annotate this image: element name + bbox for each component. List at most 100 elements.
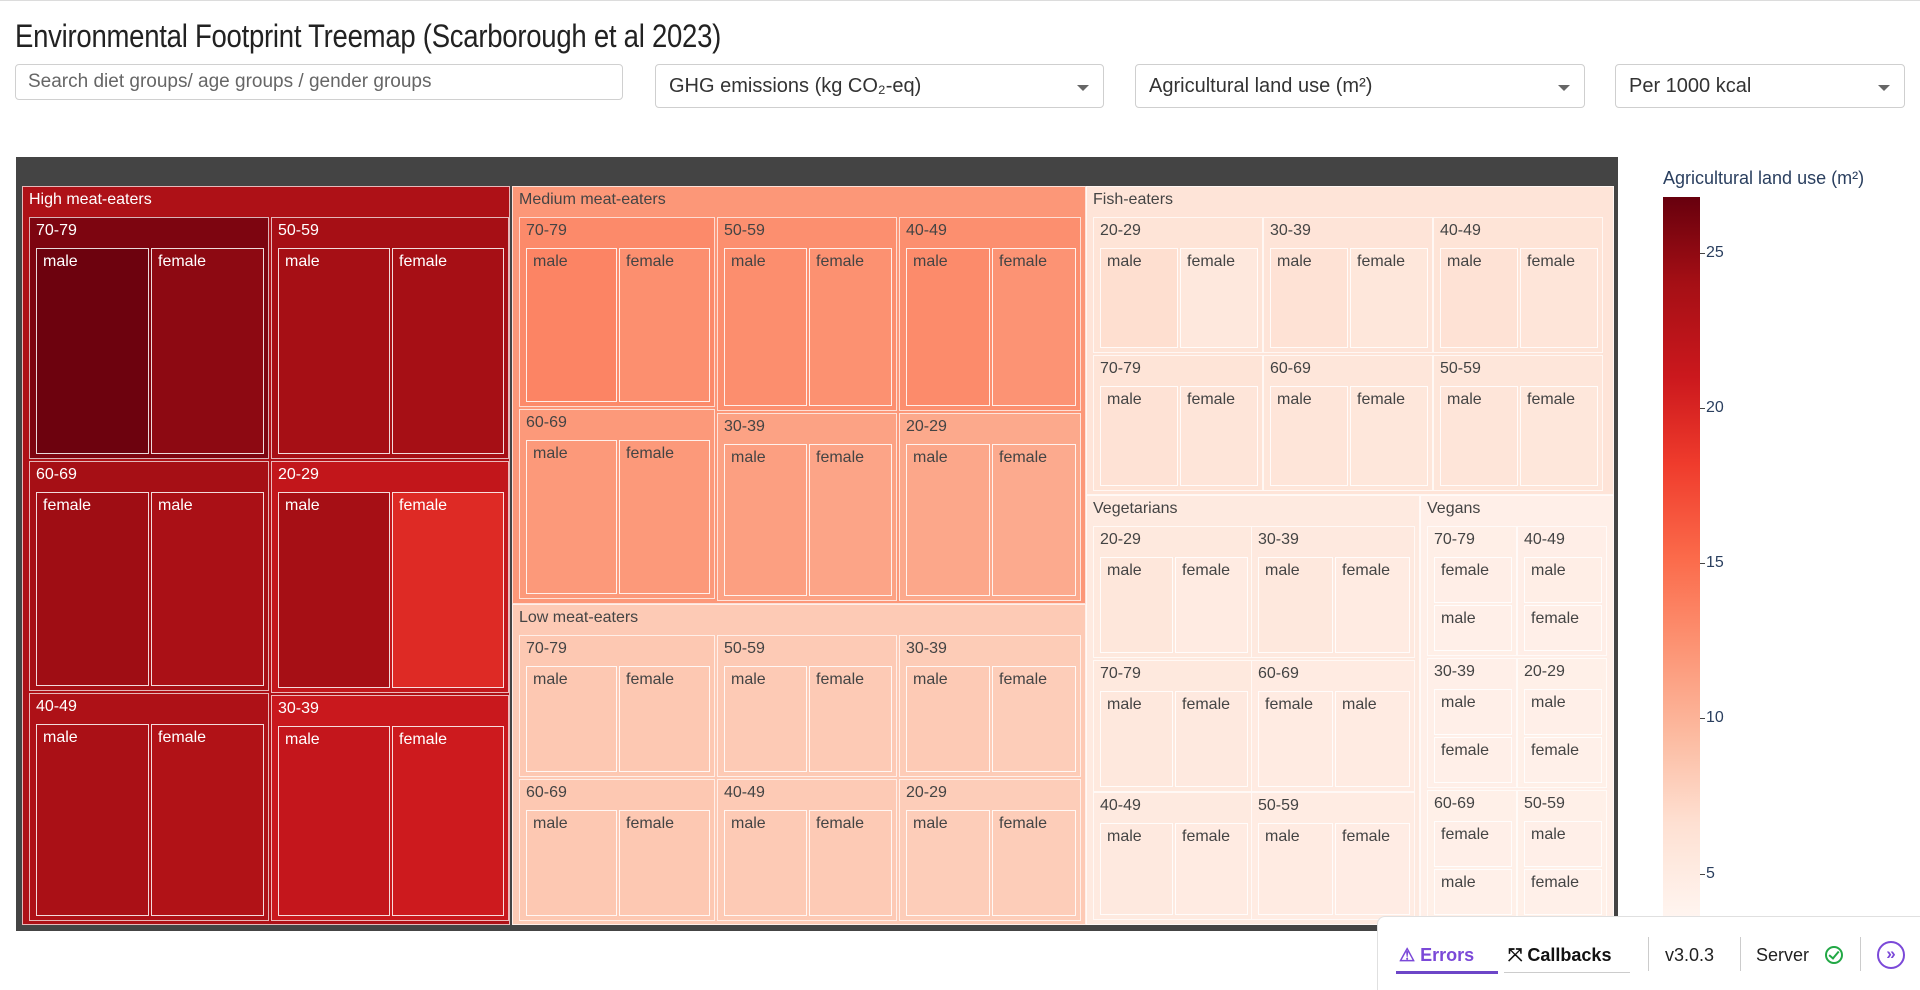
callbacks-tab[interactable]: ⤧ Callbacks: [1508, 945, 1612, 965]
treemap-leaf-male[interactable]: male: [1335, 691, 1410, 787]
treemap-leaf-male[interactable]: male: [1100, 691, 1173, 787]
treemap-leaf-male[interactable]: male: [1258, 557, 1333, 653]
treemap-age-node[interactable]: 20-29 male female: [899, 779, 1081, 921]
treemap-leaf-female[interactable]: female: [1524, 605, 1602, 651]
treemap-leaf-male[interactable]: male: [906, 666, 990, 772]
treemap-age-node[interactable]: 60-69 male female: [519, 409, 715, 599]
treemap-leaf-female[interactable]: female: [809, 248, 892, 406]
treemap-age-node[interactable]: 40-49 male female: [899, 217, 1081, 411]
treemap-age-node[interactable]: 70-79 male female: [1093, 355, 1263, 491]
treemap-group[interactable]: Vegans 70-79 female male 40-49 male female 30-3…: [1420, 495, 1614, 925]
treemap-age-node[interactable]: 30-39 male female: [717, 413, 897, 601]
treemap-leaf-female[interactable]: female: [1434, 821, 1512, 867]
treemap-leaf-male[interactable]: male: [36, 724, 149, 916]
treemap-leaf-male[interactable]: male: [1524, 821, 1602, 867]
server-status[interactable]: Server: [1756, 945, 1810, 965]
treemap-leaf-female[interactable]: female: [1350, 248, 1428, 348]
treemap-leaf-male[interactable]: male: [526, 248, 617, 402]
treemap-leaf-female[interactable]: female: [36, 492, 149, 686]
treemap-age-node[interactable]: 70-79 male female: [519, 635, 715, 777]
treemap-leaf-female[interactable]: female: [1258, 691, 1333, 787]
treemap-leaf-female[interactable]: female: [151, 248, 264, 454]
treemap-leaf-male[interactable]: male: [906, 444, 990, 596]
treemap-group[interactable]: Vegetarians 20-29 male female 30-39 male femal…: [1086, 495, 1420, 925]
treemap-leaf-male[interactable]: male: [526, 810, 617, 916]
treemap-leaf-female[interactable]: female: [1434, 557, 1512, 603]
treemap-group[interactable]: Low meat-eaters 70-79 male female 50-59 male f…: [512, 604, 1086, 925]
treemap-group[interactable]: Medium meat-eaters 70-79 male female 50-59 ma…: [512, 186, 1086, 604]
treemap-leaf-male[interactable]: male: [1440, 248, 1518, 348]
treemap-age-node[interactable]: 20-29 male female: [1517, 658, 1607, 788]
treemap-leaf-female[interactable]: female: [1520, 386, 1598, 486]
treemap-age-node[interactable]: 60-69 female male: [1251, 660, 1415, 792]
treemap-age-node[interactable]: 50-59 male female: [1517, 790, 1607, 920]
treemap-leaf-female[interactable]: female: [1524, 869, 1602, 915]
treemap-leaf-male[interactable]: male: [1100, 557, 1173, 653]
treemap-leaf-female[interactable]: female: [619, 810, 710, 916]
treemap-leaf-male[interactable]: male: [1258, 823, 1333, 915]
treemap-age-node[interactable]: 60-69 female male: [1427, 790, 1517, 920]
treemap-age-node[interactable]: 40-49 male female: [1517, 526, 1607, 656]
treemap-leaf-female[interactable]: female: [1175, 691, 1248, 787]
treemap-leaf-female[interactable]: female: [992, 666, 1076, 772]
treemap-age-node[interactable]: 20-29 male female: [899, 413, 1081, 601]
treemap-leaf-female[interactable]: female: [619, 666, 710, 772]
treemap-leaf-female[interactable]: female: [1175, 823, 1248, 915]
treemap-leaf-male[interactable]: male: [526, 666, 617, 772]
treemap-leaf-female[interactable]: female: [992, 248, 1076, 406]
treemap-leaf-female[interactable]: female: [992, 444, 1076, 596]
land-dropdown[interactable]: Agricultural land use (m²): [1135, 64, 1585, 108]
errors-tab[interactable]: ⚠ Errors: [1399, 945, 1475, 965]
treemap-age-node[interactable]: 30-39 male female: [1251, 526, 1415, 658]
treemap-leaf-female[interactable]: female: [392, 726, 504, 916]
treemap-leaf-male[interactable]: male: [1524, 689, 1602, 735]
treemap-leaf-female[interactable]: female: [1520, 248, 1598, 348]
emission-dropdown[interactable]: GHG emissions (kg CO₂-eq): [655, 64, 1104, 108]
treemap-age-node[interactable]: 50-59 male female: [717, 217, 897, 411]
treemap-leaf-female[interactable]: female: [1180, 386, 1258, 486]
treemap-age-node[interactable]: 30-39 male female: [899, 635, 1081, 777]
treemap-leaf-male[interactable]: male: [1100, 248, 1178, 348]
treemap-leaf-male[interactable]: male: [1270, 386, 1348, 486]
treemap-leaf-male[interactable]: male: [278, 726, 390, 916]
treemap-leaf-male[interactable]: male: [526, 440, 617, 594]
treemap-age-node[interactable]: 40-49 male female: [29, 693, 269, 921]
treemap-leaf-female[interactable]: female: [1434, 737, 1512, 783]
treemap-age-node[interactable]: 50-59 male female: [717, 635, 897, 777]
treemap-leaf-male[interactable]: male: [906, 248, 990, 406]
treemap-age-node[interactable]: 30-39 male female: [1263, 217, 1433, 353]
treemap-leaf-male[interactable]: male: [36, 248, 149, 454]
treemap-leaf-female[interactable]: female: [1175, 557, 1248, 653]
treemap-age-node[interactable]: 40-49 male female: [1093, 792, 1253, 920]
treemap-leaf-male[interactable]: male: [724, 444, 807, 596]
treemap-leaf-female[interactable]: female: [1335, 823, 1410, 915]
treemap-age-node[interactable]: 70-79 male female: [519, 217, 715, 407]
treemap-age-node[interactable]: 50-59 male female: [1251, 792, 1415, 920]
treemap-leaf-male[interactable]: male: [724, 248, 807, 406]
treemap-age-node[interactable]: 40-49 male female: [717, 779, 897, 921]
treemap-leaf-female[interactable]: female: [809, 444, 892, 596]
treemap-leaf-male[interactable]: male: [1434, 689, 1512, 735]
treemap-age-node[interactable]: 60-69 male female: [519, 779, 715, 921]
treemap-leaf-male[interactable]: male: [151, 492, 264, 686]
treemap-leaf-female[interactable]: female: [809, 666, 892, 772]
treemap-leaf-male[interactable]: male: [906, 810, 990, 916]
treemap-leaf-female[interactable]: female: [1524, 737, 1602, 783]
treemap-leaf-female[interactable]: female: [619, 248, 710, 402]
treemap-leaf-male[interactable]: male: [1100, 823, 1173, 915]
treemap-leaf-female[interactable]: female: [1180, 248, 1258, 348]
treemap-age-node[interactable]: 40-49 male female: [1433, 217, 1603, 353]
chevron-right-double-icon[interactable]: »: [1877, 941, 1905, 969]
treemap-age-node[interactable]: 20-29 male female: [271, 461, 509, 693]
treemap-age-node[interactable]: 20-29 male female: [1093, 526, 1253, 658]
treemap-leaf-female[interactable]: female: [619, 440, 710, 594]
search-input[interactable]: [15, 64, 623, 100]
treemap-age-node[interactable]: 50-59 male female: [271, 217, 509, 459]
treemap-group[interactable]: High meat-eaters 70-79 male female 50-59 male…: [22, 186, 510, 925]
treemap-leaf-male[interactable]: male: [1270, 248, 1348, 348]
treemap-age-node[interactable]: 30-39 male female: [1427, 658, 1517, 788]
treemap-leaf-female[interactable]: female: [392, 492, 504, 688]
treemap-leaf-male[interactable]: male: [1524, 557, 1602, 603]
treemap-leaf-female[interactable]: female: [992, 810, 1076, 916]
treemap-age-node[interactable]: 70-79 male female: [1093, 660, 1253, 792]
